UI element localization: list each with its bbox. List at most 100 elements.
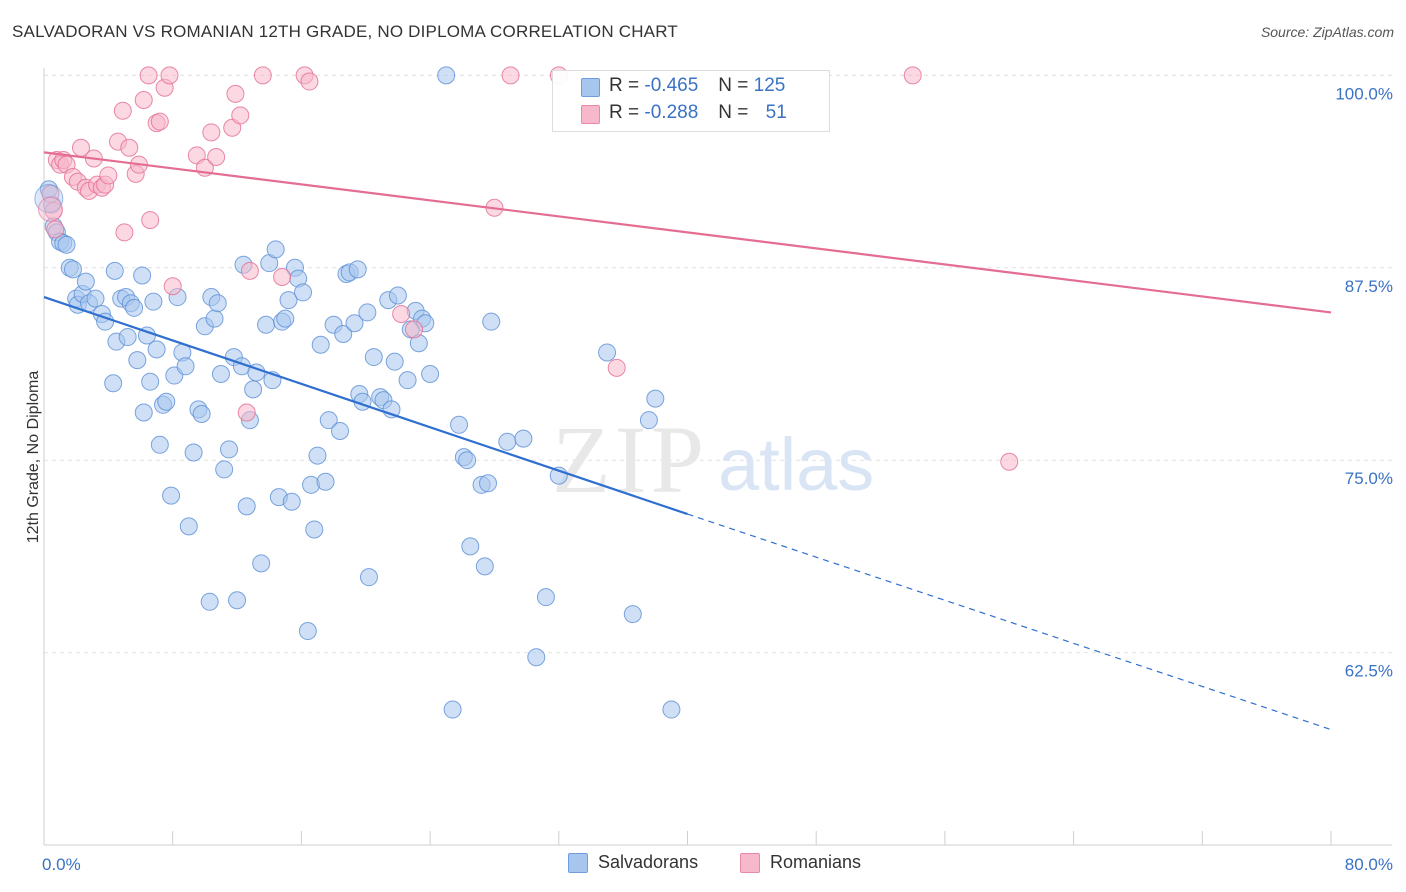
legend-swatch-romanians [740,852,760,873]
r-value: -0.288 [644,102,699,123]
x-tick-label: 0.0% [42,855,81,874]
salvadorans-point [458,451,477,470]
romanians-point [501,66,520,85]
romanians-point [134,91,153,110]
salvadorans-point [125,298,144,317]
salvadorans-point [461,537,480,556]
salvadorans-point [437,66,456,85]
legend-item-salvadorans: Salvadorans [568,852,698,873]
salvadorans-point [662,700,681,719]
salvadorans-point [450,415,469,434]
salvadorans-point [443,700,462,719]
salvadorans-point [331,421,350,440]
romanians-point [141,211,160,230]
salvadorans-point [282,492,301,511]
salvadorans-point [398,371,417,390]
salvadorans-point [176,357,195,376]
salvadorans-point [104,374,123,393]
r-label: R = [609,75,640,96]
salvadorans-point [141,372,160,391]
salvadorans-point [598,343,617,362]
romanians-point [273,268,292,287]
chart-title: SALVADORAN VS ROMANIAN 12TH GRADE, NO DI… [12,22,678,41]
salvadorans-point [215,460,234,479]
romanians-point [207,147,226,166]
salvadorans-point [514,429,533,448]
romanians-point [237,403,256,422]
salvadorans-point [298,622,317,641]
legend-swatch-salvadorans [568,852,588,873]
romanians-point [392,304,411,323]
salvadorans-point [86,289,105,308]
salvadorans-point [646,389,665,408]
salvadorans-point [144,292,163,311]
romanians-point [607,358,626,377]
salvadorans-point [134,403,153,422]
romanians-point [1000,452,1019,471]
salvadorans-point [228,591,247,610]
salvadorans-point [76,272,95,291]
salvadorans-point [34,184,64,214]
salvadorans-point [348,260,367,279]
salvadorans-point [311,335,330,354]
watermark-atlas: atlas [718,423,874,506]
romanians-point [202,123,221,142]
romanians-point [139,66,158,85]
romanians-point [240,261,259,280]
salvadorans-point [208,294,227,313]
romanians-trend-line [43,151,1332,314]
romanians-point [903,66,922,85]
romanians-point [113,101,132,120]
salvadorans-point [162,486,181,505]
legend-row-salvadorans: R = -0.465 N = 125 [609,75,785,97]
salvadorans-point [358,303,377,322]
y-axis-label: 12th Grade, No Diploma [25,371,42,544]
salvadorans-point [308,446,327,465]
salvadorans-point [133,266,152,285]
correlation-legend: R = -0.465 N = 125 R = -0.288 N = 51 [552,70,830,132]
salvadorans-point [266,240,285,259]
salvadorans-point [334,324,353,343]
salvadorans-point [345,314,364,333]
y-tick-label: 100.0% [1335,84,1393,103]
r-label: R = [609,102,640,123]
salvadorans-point [157,392,176,411]
romanians-point [300,72,319,91]
salvadorans-point [237,497,256,516]
n-value: 51 [765,102,787,123]
n-label: N = [718,75,749,96]
y-tick-label: 62.5% [1345,662,1393,681]
salvadorans-point [118,328,137,347]
romanians-point [160,66,179,85]
salvadorans-point [639,411,658,430]
salvadorans-point [276,309,295,328]
y-tick-label: 87.5% [1345,277,1393,296]
salvadorans-point [257,315,276,334]
watermark-zip: ZIP [552,406,708,513]
legend-swatch-romanians [581,105,600,124]
source-label: Source: ZipAtlas.com [1260,24,1394,40]
trend-lines [43,151,1332,731]
n-value: 125 [753,75,786,96]
salvadorans-point [536,588,555,607]
salvadorans-point [364,348,383,367]
legend-label: Salvadorans [598,852,699,872]
salvadorans-point [200,592,219,611]
salvadorans-point [184,443,203,462]
legend-item-romanians: Romanians [740,852,861,873]
salvadorans-point [244,380,263,399]
romanians-point [163,277,182,296]
salvadorans-point [527,648,546,667]
x-tick-label: 80.0% [1345,855,1393,874]
salvadorans-point [482,312,501,331]
salvadorans-point [305,520,324,539]
romanians-point [226,84,245,103]
salvadorans-point [623,605,642,624]
r-value: -0.465 [644,75,699,96]
romanians-point [231,106,250,125]
salvadorans-point [279,291,298,310]
salvadorans-point [105,261,124,280]
romanians-point [115,223,134,242]
romanians-point [99,166,118,185]
data-points [34,66,1019,719]
